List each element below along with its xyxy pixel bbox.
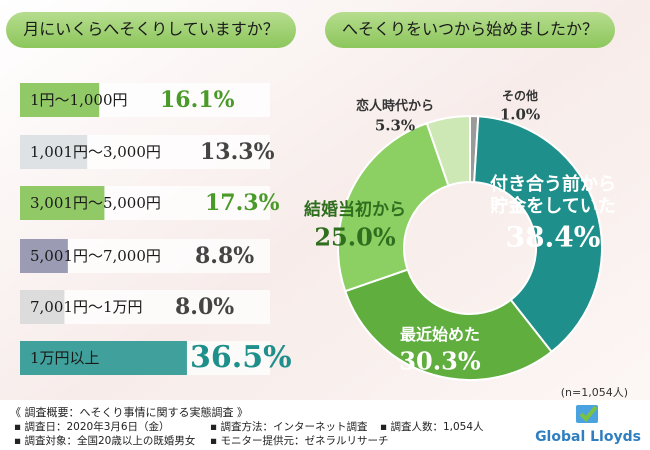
chart-title: へそくりをいつから始めましたか？	[342, 20, 598, 39]
category-line: その他	[502, 88, 538, 103]
category-label: 結婚当初から	[304, 199, 406, 220]
category-label: 付き合う前から貯金をしていた	[490, 173, 616, 217]
donut-slice	[343, 268, 553, 381]
category-line: 貯金をしていた	[490, 195, 615, 217]
logo: Global Lloyds	[535, 429, 641, 445]
category-label: 3,001円〜5,000円	[30, 194, 161, 212]
value-label: 16.1%	[160, 87, 235, 113]
title-pill	[6, 12, 296, 48]
value-label: 1.0%	[500, 106, 540, 124]
survey-item-text: 調査方法：インターネット調査	[220, 420, 367, 433]
category-label: 5,001円〜7,000円	[30, 247, 161, 265]
survey-item: ▪ 調査対象：全国20歳以上の既婚男女	[14, 434, 195, 447]
value-label: 38.4%	[506, 221, 601, 254]
bar	[20, 239, 68, 273]
title-pill	[325, 12, 615, 48]
survey-item-text: 調査対象：全国20歳以上の既婚男女	[24, 434, 195, 447]
value-label: 25.0%	[314, 223, 395, 252]
category-line: 最近始めた	[400, 325, 480, 344]
bar	[20, 290, 65, 324]
value-label: 13.3%	[200, 139, 275, 165]
donut-slice	[425, 114, 471, 187]
value-label: 36.5%	[190, 340, 292, 375]
donut-slice	[337, 121, 450, 293]
value-label: 5.3%	[375, 117, 415, 135]
chart-title: 月にいくらへそくりしていますか？	[23, 20, 279, 39]
logo-check	[579, 405, 598, 422]
survey-item-text: 調査人数：1,054人	[390, 420, 484, 433]
category-label: 7,001円〜1万円	[30, 298, 143, 316]
donut-slice	[473, 115, 603, 354]
value-label: 8.8%	[195, 243, 254, 269]
category-line: 付き合う前から	[490, 173, 616, 195]
survey-item-text: 調査日：2020年3月6日（金）	[24, 420, 169, 433]
survey-item: ▪ 調査人数：1,054人	[380, 420, 484, 433]
footer-bg	[0, 400, 650, 450]
survey-item: ▪ モニター提供元：ゼネラルリサーチ	[210, 434, 388, 447]
survey-item: ▪ 調査日：2020年3月6日（金）	[14, 420, 170, 433]
bar	[20, 83, 100, 117]
category-label: 1,001円〜3,000円	[30, 143, 161, 161]
value-label: 17.3%	[205, 190, 280, 216]
bar	[20, 341, 187, 375]
bar	[20, 135, 88, 169]
value-label: 8.0%	[175, 294, 234, 320]
survey-item-text: モニター提供元：ゼネラルリサーチ	[220, 434, 388, 447]
category-label: 1万円以上	[30, 349, 100, 367]
survey-heading: 《 調査概要：へそくり事情に関する実態調査 》	[10, 405, 248, 419]
category-line: 結婚当初から	[304, 199, 406, 220]
bar	[20, 186, 105, 220]
category-label: 1円〜1,000円	[30, 91, 128, 109]
category-label: その他	[502, 88, 538, 103]
survey-item: ▪ 調査方法：インターネット調査	[210, 420, 368, 433]
category-line: 恋人時代から	[356, 98, 434, 114]
category-label: 恋人時代から	[356, 98, 434, 114]
value-label: 30.3%	[399, 347, 480, 376]
sample-note: (n=1,054人)	[561, 386, 628, 399]
category-label: 最近始めた	[400, 325, 480, 344]
